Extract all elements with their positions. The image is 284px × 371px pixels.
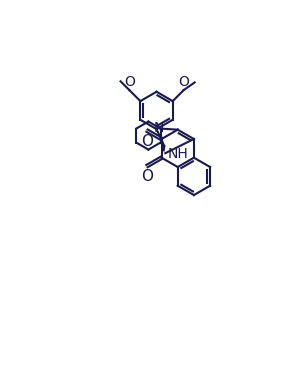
Text: N: N (154, 121, 164, 135)
Text: NH: NH (168, 147, 188, 161)
Text: O: O (141, 170, 153, 184)
Text: O: O (124, 75, 135, 89)
Text: O: O (141, 134, 153, 149)
Text: O: O (178, 75, 189, 89)
